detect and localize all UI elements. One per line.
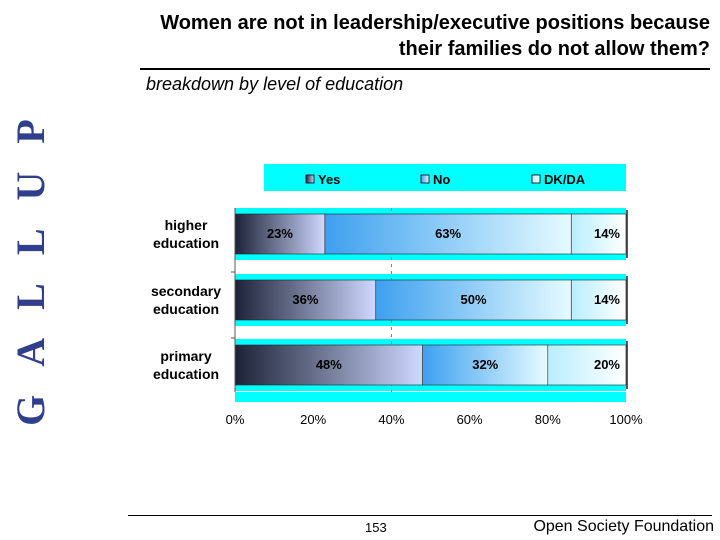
category-label: education bbox=[153, 301, 219, 317]
x-tick-label: 100% bbox=[609, 412, 643, 427]
category-label: primary bbox=[160, 348, 212, 364]
legend-swatch bbox=[531, 174, 541, 184]
x-axis-band bbox=[235, 392, 626, 402]
category-label: higher bbox=[165, 217, 208, 233]
x-tick-label: 60% bbox=[457, 412, 483, 427]
legend-swatch bbox=[420, 174, 430, 184]
data-label: 32% bbox=[472, 357, 498, 372]
bar-segment bbox=[234, 344, 423, 386]
bar-segment bbox=[375, 279, 572, 321]
bar-segment bbox=[570, 279, 627, 321]
data-label: 63% bbox=[435, 226, 461, 241]
x-tick-label: 20% bbox=[300, 412, 326, 427]
bar-segment bbox=[324, 213, 572, 255]
bar-segment bbox=[234, 213, 326, 255]
x-tick-label: 80% bbox=[535, 412, 561, 427]
footer-divider bbox=[128, 515, 712, 516]
data-label: 14% bbox=[594, 226, 620, 241]
category-label: education bbox=[153, 235, 219, 251]
x-tick-label: 40% bbox=[378, 412, 404, 427]
bar-segment bbox=[570, 213, 627, 255]
category-label: education bbox=[153, 366, 219, 382]
chart-title: Women are not in leadership/executive po… bbox=[90, 10, 710, 62]
bar-segment bbox=[547, 344, 627, 386]
legend-background bbox=[264, 164, 626, 191]
data-label: 20% bbox=[594, 357, 620, 372]
data-label: 23% bbox=[267, 226, 293, 241]
chart-title-line1: Women are not in leadership/executive po… bbox=[160, 12, 710, 34]
chart-legend: Yes No DK/DA bbox=[264, 164, 626, 191]
legend-label: Yes bbox=[318, 172, 340, 187]
data-label: 36% bbox=[292, 292, 318, 307]
chart-title-line2: their families do not allow them? bbox=[398, 38, 710, 60]
data-label: 50% bbox=[460, 292, 486, 307]
chart-subtitle: breakdown by level of education bbox=[146, 74, 404, 94]
page-number: 153 bbox=[365, 520, 387, 535]
data-label: 48% bbox=[316, 357, 342, 372]
legend-label: DK/DA bbox=[544, 172, 586, 187]
legend-swatch bbox=[305, 174, 315, 184]
bar-segment bbox=[234, 279, 377, 321]
data-label: 14% bbox=[594, 292, 620, 307]
bar-segment bbox=[422, 344, 549, 386]
x-tick-label: 0% bbox=[226, 412, 245, 427]
footer-organization: Open Society Foundation bbox=[533, 518, 714, 535]
category-label: secondary bbox=[151, 283, 221, 299]
legend-label: No bbox=[433, 172, 450, 187]
title-divider bbox=[140, 68, 710, 70]
